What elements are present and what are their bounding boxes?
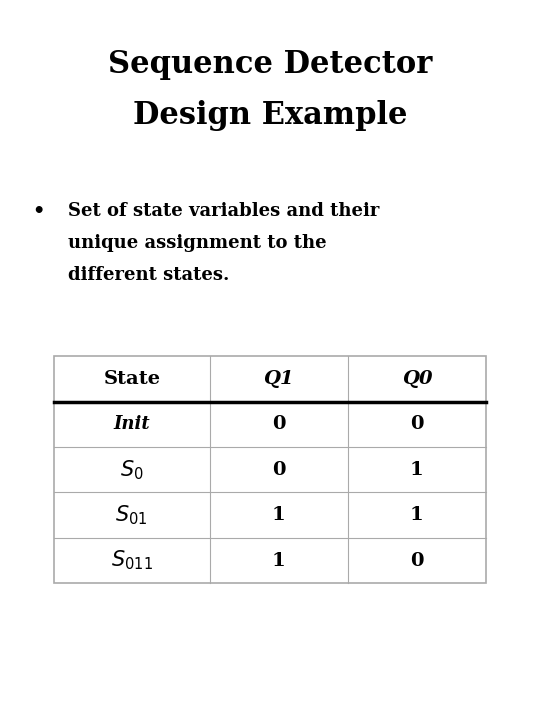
Text: 0: 0 [272, 415, 285, 433]
Text: 1: 1 [410, 506, 424, 524]
Text: 1: 1 [272, 552, 286, 570]
Text: 0: 0 [410, 552, 423, 570]
Text: Init: Init [113, 415, 150, 433]
Text: 0: 0 [272, 461, 285, 479]
Text: State: State [103, 370, 160, 388]
Text: Q0: Q0 [402, 370, 432, 388]
Text: •: • [32, 202, 45, 220]
Text: 1: 1 [410, 461, 424, 479]
Text: different states.: different states. [68, 266, 229, 284]
Text: Q1: Q1 [264, 370, 294, 388]
Text: 0: 0 [410, 415, 423, 433]
Text: Sequence Detector: Sequence Detector [108, 49, 432, 81]
Text: unique assignment to the: unique assignment to the [68, 234, 326, 252]
Text: $\mathbf{\mathit{S}}_{011}$: $\mathbf{\mathit{S}}_{011}$ [111, 549, 153, 572]
Text: 1: 1 [272, 506, 286, 524]
Text: Set of state variables and their: Set of state variables and their [68, 202, 379, 220]
Text: Design Example: Design Example [133, 99, 407, 131]
Text: $\mathbf{\mathit{S}}_{01}$: $\mathbf{\mathit{S}}_{01}$ [116, 503, 148, 527]
Bar [54, 356, 486, 583]
Text: $\mathbf{\mathit{S}}_{0}$: $\mathbf{\mathit{S}}_{0}$ [120, 458, 144, 482]
